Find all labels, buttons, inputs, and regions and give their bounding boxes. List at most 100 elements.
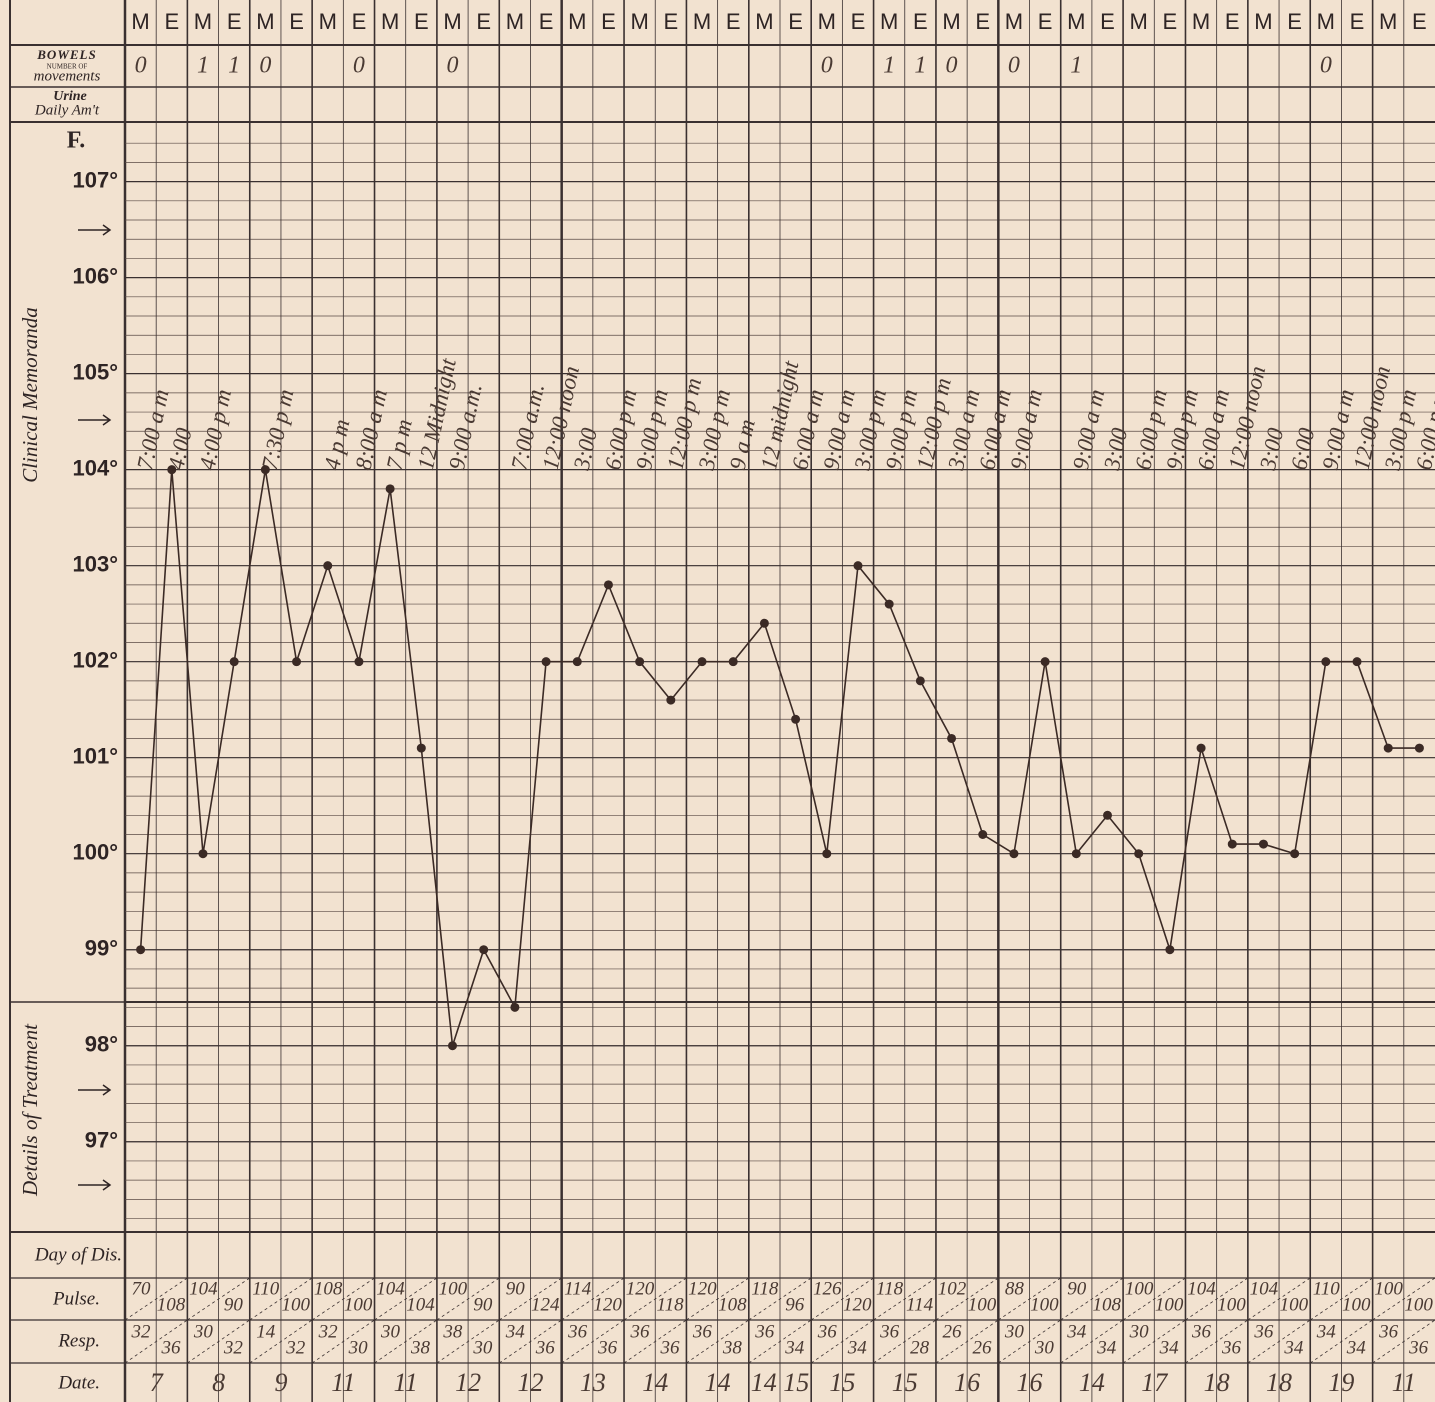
pulse-label: Pulse.	[52, 1288, 100, 1309]
date-value: 11	[331, 1368, 355, 1397]
bowels-value: 1	[1070, 53, 1082, 79]
x-tick-label: E	[1100, 9, 1115, 34]
temperature-point	[510, 1002, 520, 1012]
resp-value: 34	[1159, 1337, 1180, 1358]
cell-divider	[1372, 1319, 1435, 1364]
resp-value: 36	[1378, 1321, 1399, 1342]
temperature-point	[1383, 743, 1393, 753]
x-tick-label: M	[1067, 9, 1085, 34]
resp-value: 36	[567, 1321, 588, 1342]
x-tick-label: E	[352, 9, 367, 34]
temperature-point	[229, 657, 239, 667]
temperature-point	[136, 945, 146, 955]
pulse-value: 110	[252, 1278, 280, 1299]
temperature-point	[947, 733, 957, 743]
pulse-value: 100	[282, 1294, 311, 1315]
pulse-value: 120	[626, 1278, 655, 1299]
x-tick-label: E	[1350, 9, 1365, 34]
y-tick-label: 101°	[72, 744, 118, 769]
bowels-value: 1	[914, 53, 926, 79]
cell-divider	[1310, 1277, 1373, 1321]
memoranda-note: 4 p m	[319, 417, 354, 472]
resp-value: 34	[1316, 1321, 1337, 1342]
y-tick-label: 107°	[72, 167, 118, 192]
resp-value: 30	[380, 1321, 401, 1342]
pulse-value: 118	[876, 1278, 904, 1299]
pulse-value: 108	[1092, 1294, 1121, 1315]
bowels-value: 1	[197, 53, 209, 79]
temperature-point	[978, 830, 988, 840]
pulse-value: 70	[132, 1278, 152, 1299]
temperature-point	[479, 945, 489, 955]
x-tick-label: E	[851, 9, 866, 34]
cell-divider	[561, 1319, 625, 1364]
bowels-value: 0	[447, 53, 459, 79]
temperature-point	[1040, 657, 1050, 667]
resp-value: 34	[505, 1321, 526, 1342]
memoranda-note: 6:00	[1286, 425, 1319, 472]
temperature-line	[139, 469, 1420, 1046]
temperature-point	[572, 657, 582, 667]
x-tick-label: E	[1038, 9, 1053, 34]
cell-divider	[623, 1319, 687, 1364]
resp-value: 34	[1283, 1337, 1304, 1358]
x-tick-label: M	[880, 9, 898, 34]
date-value: 17	[1141, 1368, 1168, 1397]
resp-value: 38	[410, 1337, 431, 1358]
temperature-point	[791, 714, 801, 724]
resp-value: 36	[535, 1337, 556, 1358]
temperature-point	[354, 657, 364, 667]
treatment-label: Details of Treatment	[18, 1023, 42, 1197]
cell-divider	[1060, 1277, 1124, 1321]
temperature-point	[1414, 743, 1424, 753]
pulse-value: 90	[506, 1278, 526, 1299]
arrows	[78, 224, 112, 1191]
resp-value: 32	[285, 1337, 306, 1358]
x-tick-label: E	[788, 9, 803, 34]
cell-divider	[1122, 1277, 1186, 1321]
resp-value: 34	[784, 1337, 805, 1358]
y-tick-label: 102°	[72, 647, 118, 672]
temperature-point	[448, 1041, 457, 1051]
pulse-value: 100	[1030, 1294, 1059, 1315]
cell-divider	[998, 1277, 1061, 1321]
cell-divider	[1247, 1319, 1311, 1364]
resp-value: 36	[879, 1321, 900, 1342]
date-value: 18	[1266, 1368, 1292, 1397]
memoranda-note: 7:30 p m	[257, 387, 298, 472]
temperature-point	[1196, 743, 1206, 753]
resp-value: 36	[754, 1321, 775, 1342]
cell-divider	[499, 1277, 562, 1321]
resp-value: 36	[597, 1337, 618, 1358]
y-tick-label: 104°	[72, 455, 118, 480]
date-value: 12	[455, 1368, 481, 1397]
cell-divider	[810, 1319, 874, 1364]
pulse-value: 100	[968, 1294, 997, 1315]
pulse-value: 104	[1250, 1278, 1279, 1299]
cell-divider	[436, 1277, 500, 1321]
temperature-point	[198, 849, 208, 859]
date-value: 13	[580, 1368, 606, 1397]
bowels-value: 0	[353, 53, 365, 79]
bowels-label: BOWELS	[36, 47, 96, 62]
pulse-value: 118	[751, 1278, 779, 1299]
cell-divider	[998, 1319, 1061, 1364]
pulse-value: 104	[189, 1278, 218, 1299]
x-tick-label: M	[818, 9, 836, 34]
date-value: 15	[892, 1368, 918, 1397]
temperature-point	[666, 695, 676, 705]
pulse-value: 110	[1313, 1278, 1341, 1299]
temperature-point	[728, 657, 738, 667]
cell-divider	[1372, 1277, 1435, 1321]
memoranda-note: 4:00	[163, 425, 196, 472]
bowels-value: 1	[883, 53, 895, 79]
cell-divider	[124, 1319, 188, 1364]
pulse-value: 108	[157, 1294, 186, 1315]
temperature-point	[603, 580, 613, 590]
cell-divider	[311, 1277, 375, 1321]
cell-divider	[1310, 1319, 1373, 1364]
memoranda-note: 3:00	[1099, 425, 1133, 473]
date-value: 18	[1204, 1368, 1230, 1397]
resp-value: 28	[910, 1337, 930, 1358]
y-tick-label: 99°	[85, 936, 118, 961]
